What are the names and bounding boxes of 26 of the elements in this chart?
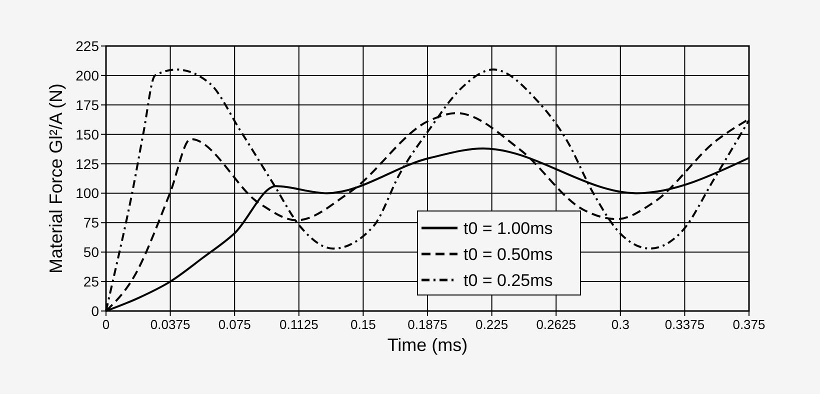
x-tick-label: 0.15 [350,317,376,332]
y-tick-label: 225 [76,38,100,54]
y-axis-title: Material Force Gl²/A (N) [46,83,66,274]
y-tick-label: 175 [76,96,100,113]
x-tick-label: 0.3375 [664,317,705,332]
y-tick-label: 50 [83,244,100,260]
x-tick-label: 0.225 [476,317,508,332]
legend-label: t0 = 0.25ms [464,271,553,290]
y-tick-label: 150 [76,126,100,142]
x-tick-label: 0 [102,317,110,332]
y-tick-label: 125 [76,156,100,172]
y-tick-label: 200 [76,67,100,84]
x-axis-title: Time (ms) [387,335,468,355]
x-tick-label: 0.3 [611,317,630,332]
x-tick-label: 0.1125 [280,317,318,332]
y-tick-label: 100 [76,185,100,202]
y-tick-label: 0 [91,303,100,319]
x-tick-label: 0.375 [732,317,766,332]
y-tick-label: 25 [83,274,100,290]
x-tick-label: 0.2625 [536,317,576,332]
x-tick-label: 0.0375 [150,317,190,332]
legend-label: t0 = 0.50ms [464,245,553,264]
x-tick-label: 0.075 [218,317,251,332]
legend-label: t0 = 1.00ms [464,219,553,238]
x-tick-label: 0.1875 [408,317,448,332]
y-tick-label: 75 [83,214,100,231]
